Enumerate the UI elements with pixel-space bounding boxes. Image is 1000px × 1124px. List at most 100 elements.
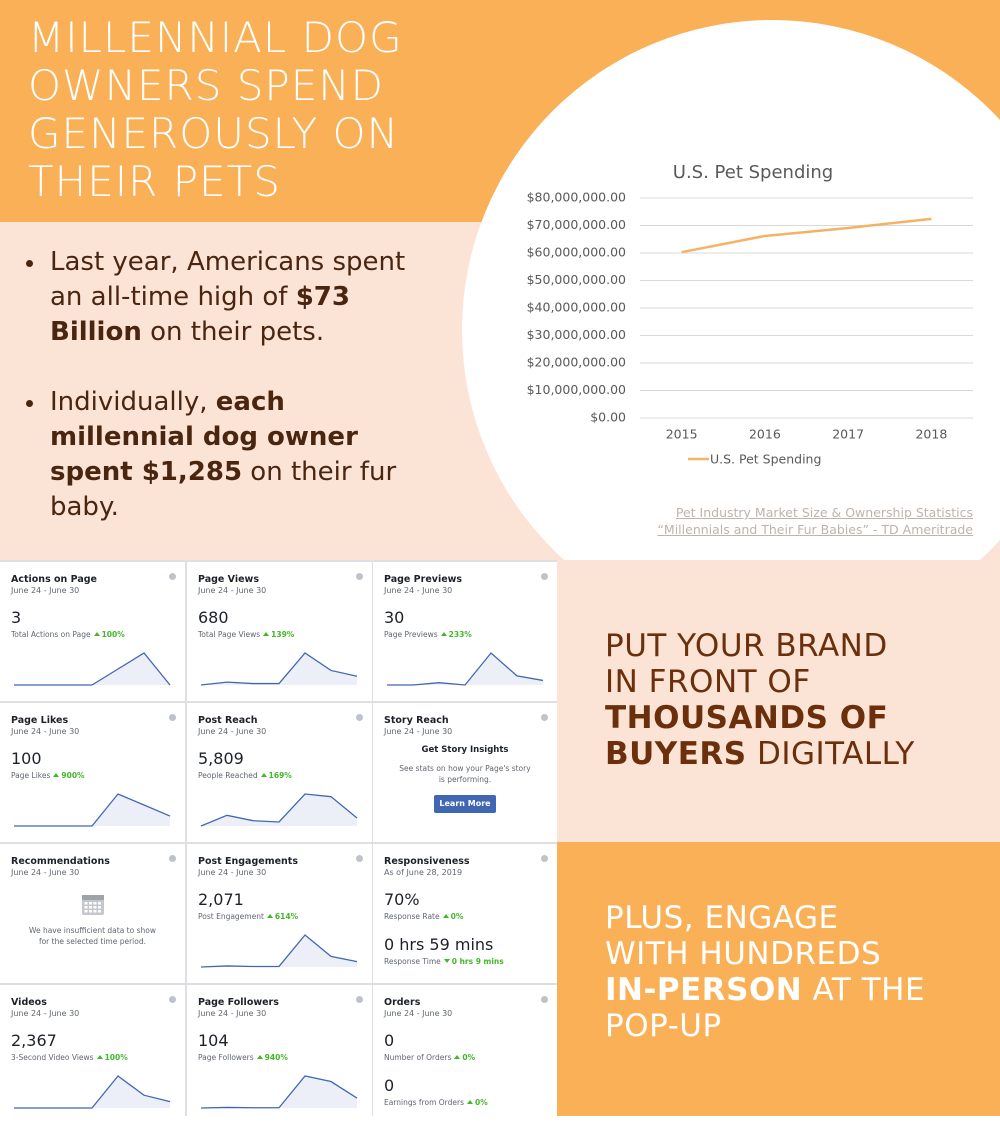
calendar-cell — [98, 906, 101, 909]
info-icon — [169, 855, 176, 862]
sparkline-area — [14, 794, 170, 826]
insight-card: Actions on Page June 24 - June 30 3 Total A… — [0, 562, 185, 701]
calendar-cell — [98, 910, 101, 913]
card-heading: Get Story Insights — [421, 745, 509, 755]
card-date: June 24 - June 30 — [11, 727, 80, 736]
calendar-cell — [93, 906, 97, 909]
card-date: June 24 - June 30 — [384, 727, 453, 736]
text-line: an all-time high of $73 — [50, 280, 405, 315]
bullet-text: Last year, Americans spent — [50, 247, 406, 277]
calendar-cell — [93, 910, 97, 913]
trend-icon — [96, 1055, 103, 1059]
card-title: Actions on Page — [11, 574, 97, 585]
bullet-text: Individually, — [50, 387, 216, 417]
y-tick-label: $60,000,000.00 — [527, 245, 626, 260]
trend-icon — [53, 773, 60, 777]
metric-name: Post Engagement — [198, 912, 264, 921]
insight-card: Responsiveness As of June 28, 2019 70% Resp… — [373, 844, 557, 983]
card-title: Post Engagements — [198, 856, 299, 867]
trend-icon — [266, 914, 273, 918]
hero: MILLENNIAL DOG OWNERS SPEND GENEROUSLY ON T… — [0, 0, 1000, 560]
circle — [462, 20, 1000, 560]
metric-name: Page Previews — [384, 630, 438, 639]
y-tick-label: $0.00 — [590, 410, 626, 425]
card-date: June 24 - June 30 — [11, 868, 80, 877]
y-tick-label: $50,000,000.00 — [527, 272, 626, 287]
circle-shape — [462, 20, 1000, 560]
change-text: 233% — [448, 630, 472, 639]
chart: U.S. Pet Spending $0.00 $10,000,000.00 $20,… — [527, 162, 973, 467]
bullet-text: Billion — [50, 317, 142, 347]
sparkline — [14, 1075, 171, 1109]
calendar-top — [82, 895, 104, 900]
sparkline-line — [14, 793, 171, 827]
trend-icon — [443, 959, 450, 963]
metric-label: Response Time 0 hrs 9 mins — [384, 957, 504, 966]
metric-change: 900% — [50, 771, 85, 780]
text-line: Billion on their pets. — [50, 315, 405, 350]
metric-value: 3 — [11, 608, 22, 627]
info-icon — [356, 714, 363, 721]
change-text: 614% — [274, 912, 299, 921]
metric-change: 169% — [258, 771, 292, 780]
insight-card: Orders June 24 - June 30 0 Number of Orders… — [373, 985, 557, 1124]
sparkline — [387, 652, 544, 686]
metric-value: 2,367 — [11, 1031, 57, 1050]
y-tick-label: $10,000,000.00 — [527, 382, 626, 397]
insight-card: Videos June 24 - June 30 2,367 3-Second Vid… — [0, 985, 185, 1124]
y-tick-label: $80,000,000.00 — [527, 190, 626, 205]
insight-card: Post Reach June 24 - June 30 5,809 People R… — [187, 703, 372, 842]
title-line: GENEROUSLY ON — [28, 109, 399, 158]
change-text: 100% — [101, 630, 125, 639]
change-text: 169% — [268, 771, 292, 780]
trend-icon — [454, 1055, 461, 1059]
sparkline-line — [200, 934, 358, 968]
card-title: Page Views — [198, 574, 259, 585]
metric-label: Earnings from Orders 0% — [384, 1098, 488, 1107]
x-tick-label: 2015 — [666, 427, 698, 442]
calendar-icon — [82, 895, 104, 915]
bullet-text: baby. — [50, 492, 119, 522]
info-icon — [541, 996, 548, 1003]
promo-text: PUT YOUR BRAND IN FRONT OF THOUSANDS OF BUY… — [605, 628, 915, 772]
metric-label: Post Engagement 614% — [198, 912, 298, 921]
promo-line: IN FRONT OF — [605, 664, 811, 700]
text-line: BUYERS DIGITALLY — [605, 736, 915, 772]
bullet-text: each — [215, 387, 285, 417]
y-tick-label: $70,000,000.00 — [527, 217, 626, 232]
card-message: We have insufficient data to show for th… — [28, 926, 156, 946]
insight-card: Page Followers June 24 - June 30 104 Page F… — [187, 985, 372, 1124]
sparkline — [14, 793, 171, 827]
card-date: June 24 - June 30 — [198, 1009, 267, 1018]
sparkline-line — [200, 1075, 358, 1109]
sparkline-area — [201, 1076, 357, 1108]
y-tick-label: $20,000,000.00 — [527, 355, 626, 370]
title-line: OWNERS SPEND — [28, 61, 385, 110]
promo: PLUS, ENGAGE WITH HUNDREDS IN-PERSON AT TH… — [557, 842, 1000, 1116]
card-title: Post Reach — [198, 715, 258, 726]
bullets: Last year, Americans spent an all-time hi… — [22, 245, 405, 560]
change-text: 0% — [475, 1098, 488, 1107]
learn-more-button[interactable]: Learn More — [434, 795, 496, 813]
metric-label: Total Page Views 139% — [198, 630, 294, 639]
title: MILLENNIAL DOG OWNERS SPEND GENEROUSLY ON T… — [28, 14, 403, 206]
card-date: June 24 - June 30 — [384, 1009, 453, 1018]
change-text: 0% — [450, 912, 464, 921]
change-text: 139% — [271, 630, 295, 639]
metric-name: Number of Orders — [384, 1053, 452, 1062]
promo-line: WITH HUNDREDS — [605, 936, 882, 972]
card-date: June 24 - June 30 — [198, 868, 267, 877]
insight-card: Story Reach June 24 - June 30 Get Story In… — [373, 703, 557, 842]
info-icon — [541, 573, 548, 580]
promo-line: PLUS, ENGAGE — [605, 900, 839, 936]
metric-name: Response Rate — [384, 912, 440, 921]
promo-text: PLUS, ENGAGE WITH HUNDREDS IN-PERSON AT TH… — [605, 900, 925, 1044]
sparkline-area — [14, 653, 170, 685]
sparkline-area — [14, 1076, 170, 1108]
metric-value: 0 — [384, 1076, 395, 1095]
x-tick-label: 2016 — [749, 427, 781, 442]
trend-icon — [93, 632, 100, 636]
promo: PUT YOUR BRAND IN FRONT OF THOUSANDS OF BUY… — [557, 560, 1000, 842]
insight-card: Recommendations June 24 - June 30 We have … — [0, 844, 185, 983]
metric-label: Page Followers 940% — [198, 1053, 288, 1062]
